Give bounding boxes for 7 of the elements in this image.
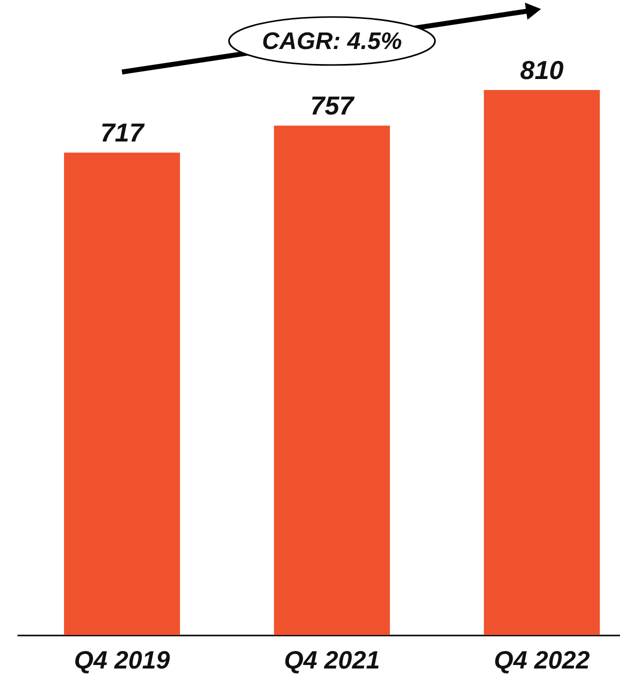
x-tick-label: Q4 2021 bbox=[284, 646, 380, 674]
text: CAGR: 4.5% bbox=[262, 28, 402, 55]
x-tick-label: Q4 2022 bbox=[494, 646, 590, 674]
data-label: 757 bbox=[310, 90, 356, 121]
x-tick-label: Q4 2019 bbox=[74, 646, 170, 674]
data-label: 717 bbox=[100, 118, 146, 148]
data-label: 810 bbox=[520, 55, 564, 85]
